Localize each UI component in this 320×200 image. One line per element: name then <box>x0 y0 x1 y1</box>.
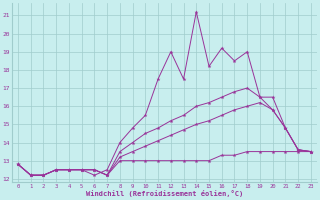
X-axis label: Windchill (Refroidissement éolien,°C): Windchill (Refroidissement éolien,°C) <box>86 190 243 197</box>
